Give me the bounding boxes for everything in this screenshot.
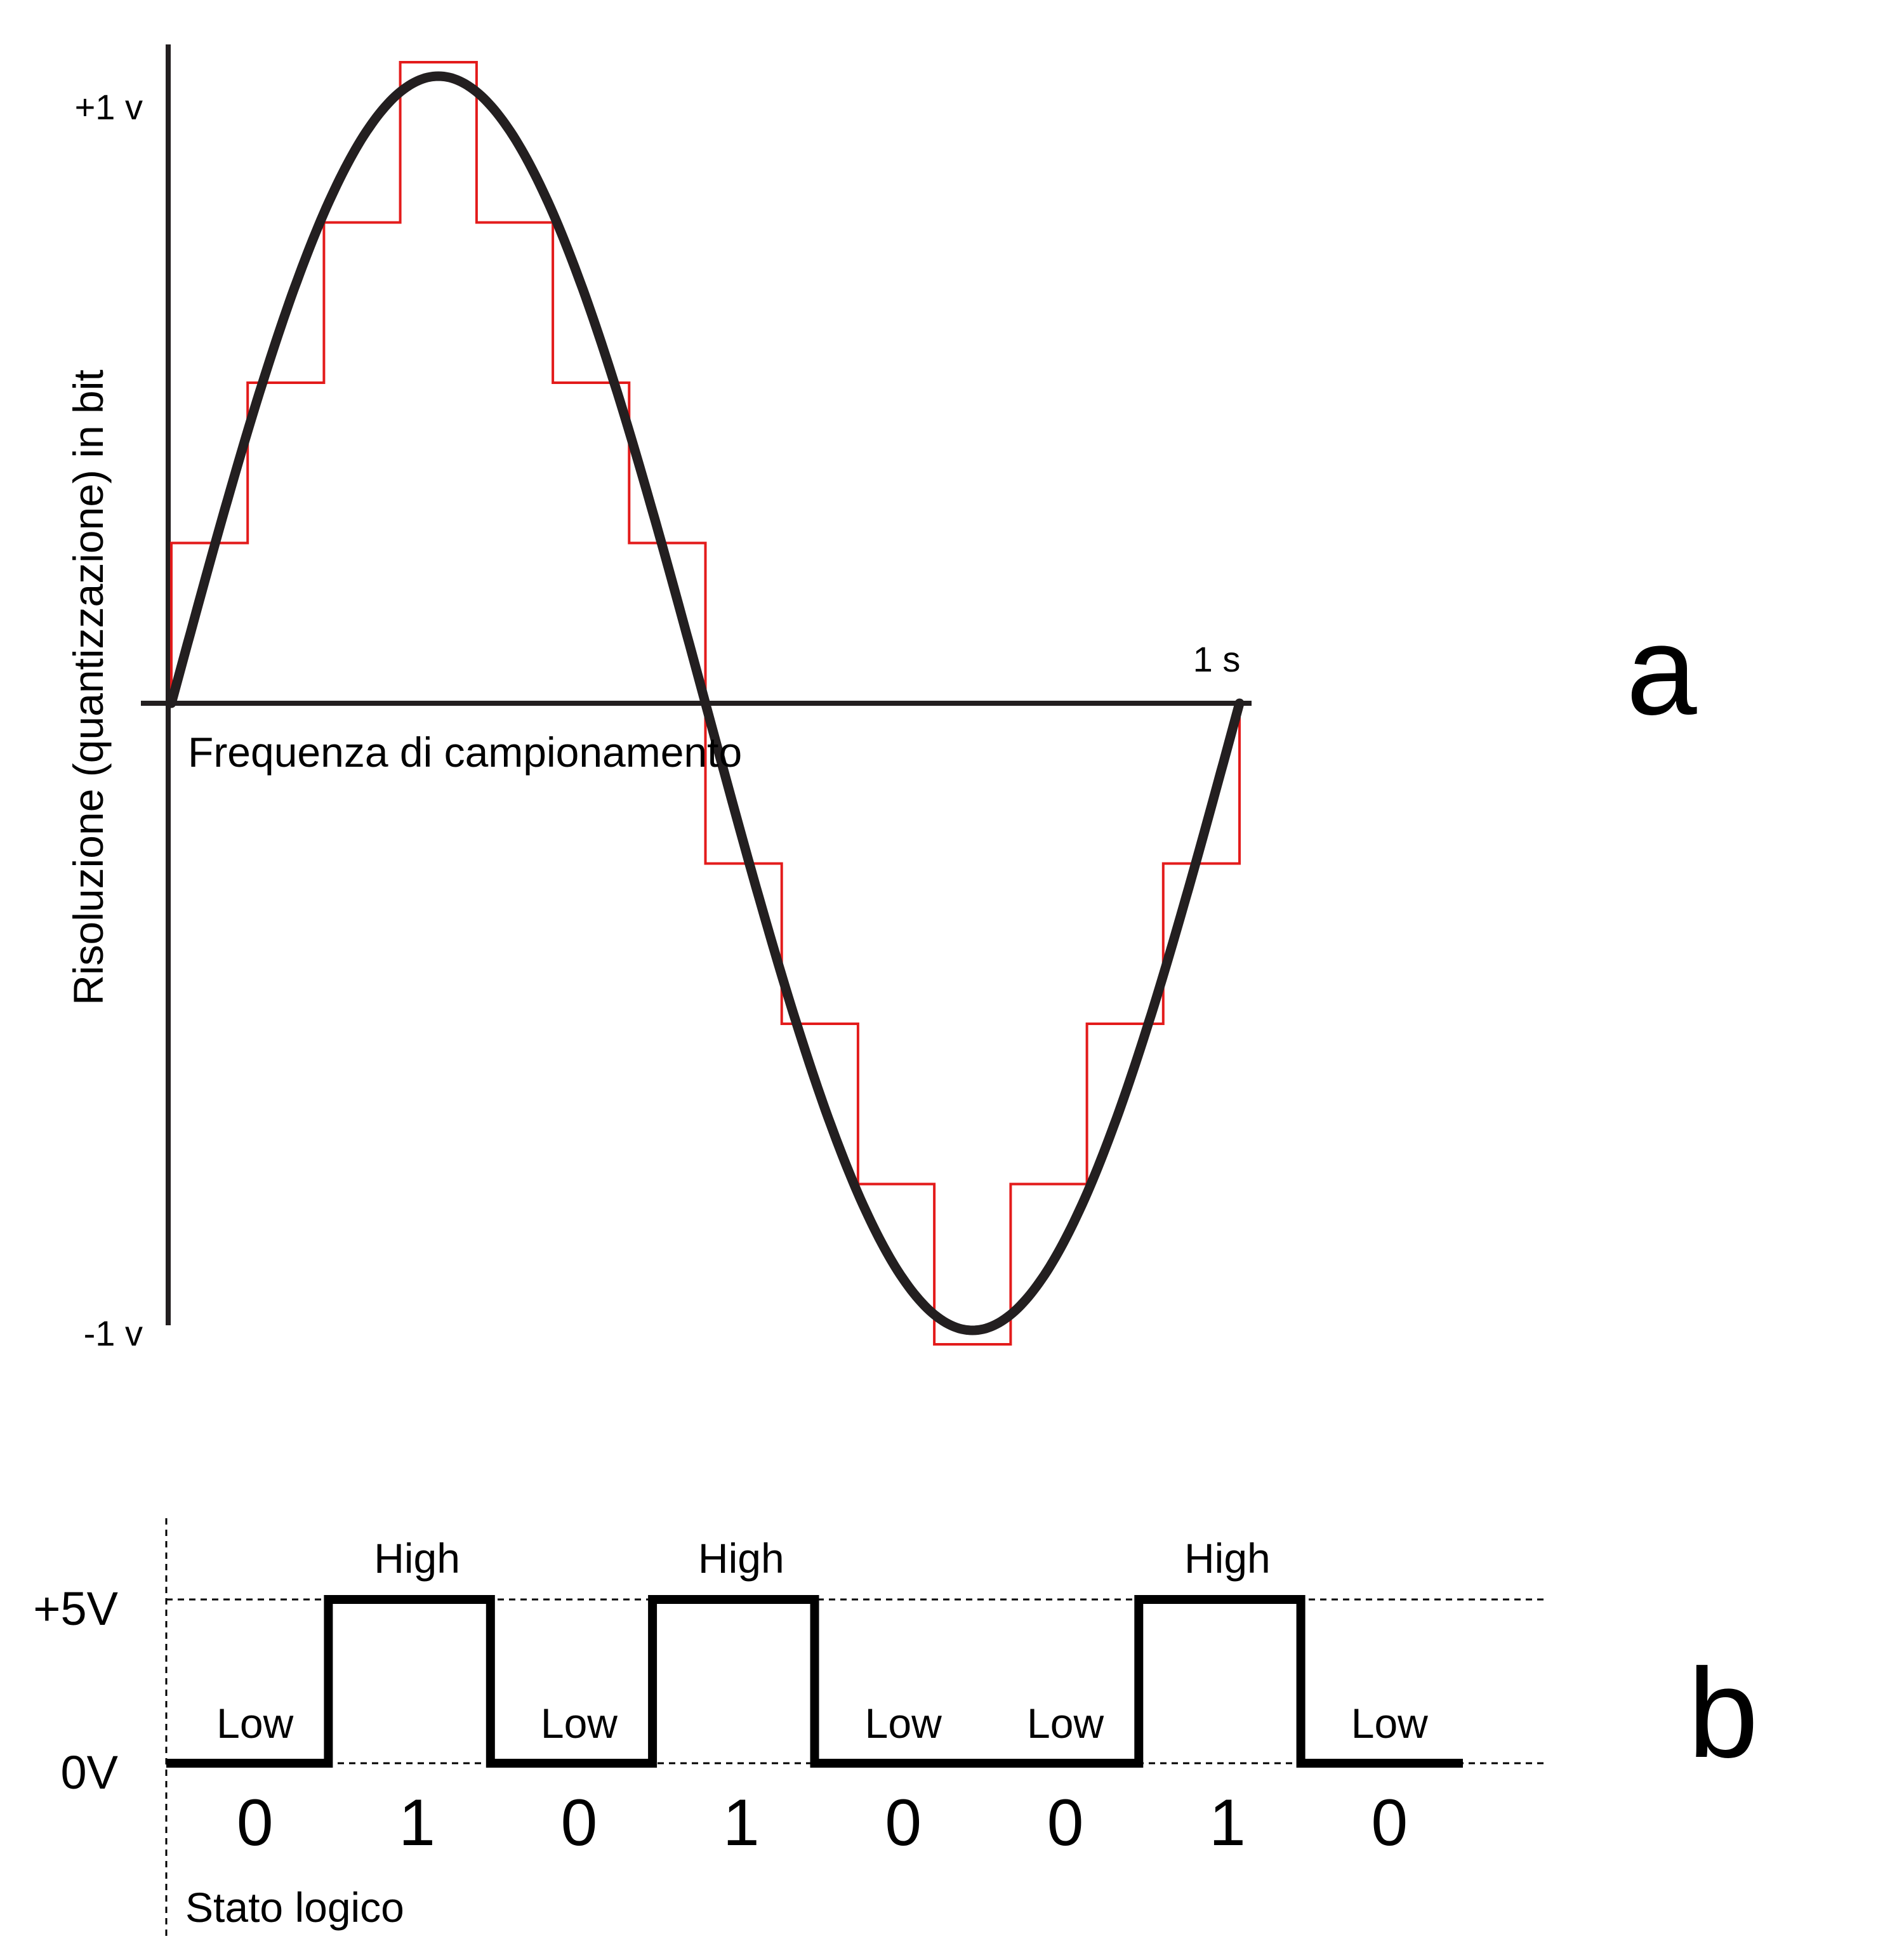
voltage-high-label: +5V xyxy=(33,1582,118,1635)
state-label-7: Low xyxy=(1351,1700,1428,1747)
state-label-2: Low xyxy=(541,1700,618,1747)
x-axis-label: Frequenza di campionamento xyxy=(188,729,742,776)
bit-value-1: 1 xyxy=(399,1786,435,1860)
panel-a: +1 v -1 v 1 s Frequenza di campionamento… xyxy=(65,44,1697,1353)
bit-value-0: 0 xyxy=(237,1786,274,1860)
panel-letter-a: a xyxy=(1626,600,1697,741)
bit-value-2: 0 xyxy=(560,1786,597,1860)
logic-state-caption: Stato logico xyxy=(185,1884,404,1931)
state-label-0: Low xyxy=(216,1700,293,1747)
bit-value-5: 0 xyxy=(1047,1786,1084,1860)
y-axis-label: Risoluzione (quantizzazione) in bit xyxy=(65,369,112,1005)
bit-labels: 0 1 0 1 0 0 1 0 xyxy=(237,1786,1408,1860)
state-label-3: High xyxy=(698,1535,784,1582)
bit-value-6: 1 xyxy=(1209,1786,1246,1860)
panel-b: +5V 0V 0 1 0 1 0 0 1 0 Low High Low High Low Low High… xyxy=(33,1518,1759,1936)
panel-letter-b: b xyxy=(1688,1643,1758,1784)
state-label-5: Low xyxy=(1027,1700,1104,1747)
state-labels: Low High Low High Low Low High Low xyxy=(216,1535,1428,1747)
state-label-1: High xyxy=(374,1535,460,1582)
tick-label-plus-1v: +1 v xyxy=(75,87,143,127)
voltage-low-label: 0V xyxy=(60,1746,118,1799)
state-label-6: High xyxy=(1184,1535,1271,1582)
analog-sine-wave xyxy=(166,71,1245,1335)
tick-label-minus-1v: -1 v xyxy=(84,1313,143,1353)
digital-square-wave xyxy=(166,1595,1463,1768)
bit-value-7: 0 xyxy=(1371,1786,1408,1860)
bit-value-3: 1 xyxy=(723,1786,760,1860)
tick-label-1s: 1 s xyxy=(1193,639,1241,679)
state-label-4: Low xyxy=(865,1700,942,1747)
bit-value-4: 0 xyxy=(885,1786,922,1860)
